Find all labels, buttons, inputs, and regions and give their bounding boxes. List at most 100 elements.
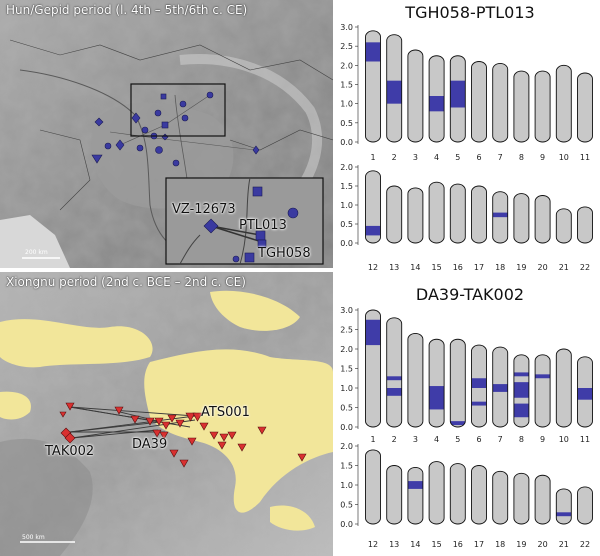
y-tick-label: 1.5: [340, 462, 353, 471]
chromosome-outline: [555, 208, 572, 244]
carpathian-ridge: [179, 54, 322, 204]
chromosome-9: [535, 354, 551, 427]
y-tick-label: 0.5: [340, 501, 353, 510]
sample-marker: [136, 144, 144, 152]
chromosome-12: [365, 170, 381, 243]
sample-marker: [131, 112, 141, 124]
y-tick-label: 1.0: [340, 384, 353, 393]
ibd-segment: [535, 374, 551, 379]
chromosome-outline: [534, 70, 551, 143]
chromosome-label: 8: [519, 153, 524, 162]
chromosome-label: 1: [370, 435, 375, 444]
chromosome-body: [577, 356, 593, 427]
sample-marker-vz12673: [203, 218, 219, 234]
chromosome-label: 4: [434, 153, 439, 162]
chromosome-outline: [577, 486, 593, 525]
chromosome-label: 20: [538, 540, 548, 549]
y-tick-label: 1.5: [340, 365, 353, 374]
y-tick-label: 0.0: [340, 239, 353, 248]
map-title: Xiongnu period (2nd c. BCE – 2nd c. CE): [6, 275, 246, 289]
chromosome-body: [556, 208, 572, 243]
sample-marker: [159, 431, 169, 440]
chromosome-label: 18: [495, 540, 505, 549]
sample-marker: [252, 186, 263, 197]
chromosome-outline: [471, 185, 487, 244]
chromosome-13: [386, 465, 402, 524]
chromosome-label: 14: [410, 540, 420, 549]
sample-marker: [206, 91, 214, 99]
sample-marker: [154, 109, 162, 117]
y-tick-label: 2.5: [340, 42, 353, 51]
sample-marker: [219, 433, 229, 442]
sample-marker: [145, 417, 155, 426]
ibd-segment: [471, 378, 487, 388]
chromosome-1: [365, 310, 381, 427]
chromosome-outline: [513, 472, 530, 525]
chromosome-body: [386, 34, 402, 142]
chromosome-body: [535, 475, 551, 524]
chromosome-outline: [407, 467, 424, 525]
inset-river: [179, 234, 201, 265]
chromosome-19: [513, 193, 529, 243]
sample-marker: [64, 432, 76, 444]
sample-marker: [141, 126, 149, 134]
border-line: [229, 129, 333, 151]
chromosome-body: [513, 354, 529, 427]
chromosome-outline: [365, 170, 381, 244]
chromosome-label: 6: [476, 153, 481, 162]
chromosome-body: [535, 354, 551, 427]
border-line: [39, 129, 91, 211]
chromosome-outline: [513, 70, 530, 143]
sample-marker: [104, 142, 112, 150]
y-tick-label: 3.0: [340, 23, 353, 32]
chromosome-body: [450, 55, 466, 142]
chromosome-label: 15: [432, 263, 442, 272]
chromosome-14: [407, 467, 423, 524]
steppe-region: [270, 505, 315, 531]
chromosome-17: [471, 186, 487, 243]
label-tak002: TAK002: [45, 444, 95, 459]
ibd-segment: [365, 319, 381, 346]
chromosome-12: [365, 449, 381, 524]
sample-marker: [167, 414, 177, 423]
chromosome-body: [386, 465, 402, 524]
sample-marker: [175, 419, 185, 428]
chromosome-4: [429, 339, 445, 427]
chromosome-label: 18: [495, 263, 505, 272]
chromosome-3: [407, 333, 423, 427]
ibd-segment: [513, 372, 529, 377]
chromosome-body: [429, 182, 445, 243]
sample-markers: [59, 402, 307, 468]
chromosome-outline: [471, 465, 487, 525]
ibd-segment: [513, 382, 529, 398]
chromosome-10: [556, 349, 572, 427]
chromosome-label: 4: [434, 435, 439, 444]
chromosome-6: [471, 61, 487, 142]
chromosome-body: [535, 195, 551, 243]
chromosome-3: [407, 50, 423, 142]
ibd-segment: [556, 512, 572, 517]
sample-marker-da39: [152, 429, 162, 438]
chromosome-body: [365, 449, 381, 524]
chromosome-7: [492, 63, 508, 142]
chromosome-outline: [555, 348, 572, 428]
chromosome-outline: [386, 34, 403, 143]
chromosome-label: 16: [453, 263, 463, 272]
chromosome-8: [513, 71, 529, 142]
chromosome-outline: [365, 449, 381, 525]
label-ats001: ATS001: [201, 405, 250, 420]
chromosome-outline: [555, 64, 572, 143]
chromosome-outline: [449, 55, 466, 143]
chromosome-outline: [577, 356, 593, 428]
chromosome-18: [492, 191, 508, 243]
chromosome-label: 12: [368, 540, 378, 549]
y-tick-label: 1.0: [340, 100, 353, 109]
chromosome-body: [429, 461, 445, 524]
chromosome-label: 11: [580, 435, 590, 444]
map-title: Hun/Gepid period (l. 4th – 5th/6th c. CE…: [6, 3, 248, 17]
sample-marker: [257, 426, 267, 435]
chromosome-21: [556, 208, 572, 243]
ibd-segment: [492, 212, 508, 218]
chromosome-outline: [365, 309, 381, 428]
sea-area: [0, 215, 70, 268]
